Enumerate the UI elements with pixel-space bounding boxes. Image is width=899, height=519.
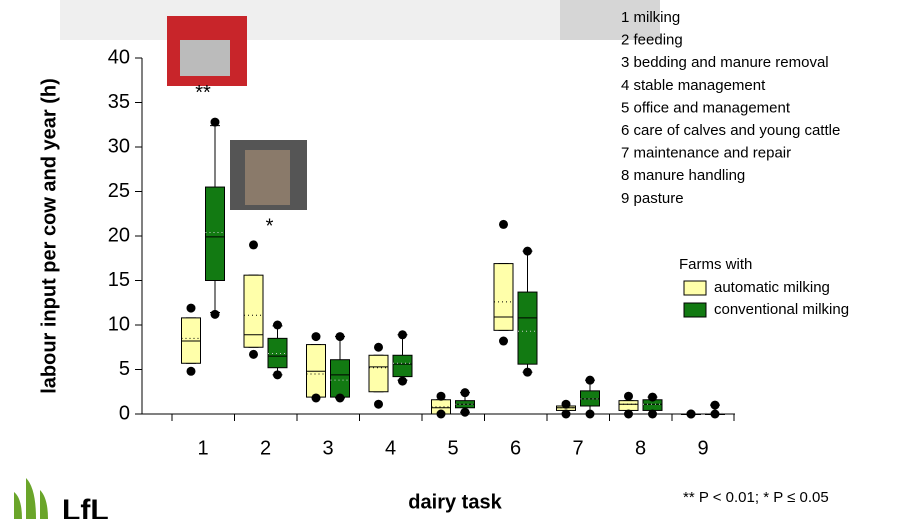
- x-tick-label: 7: [572, 437, 583, 459]
- outlier: [249, 349, 258, 359]
- x-tick-label: 4: [385, 437, 396, 459]
- outlier: [561, 399, 571, 409]
- outlier: [460, 388, 470, 398]
- y-tick-label: 0: [119, 402, 130, 424]
- x-tick-label: 2: [260, 437, 271, 459]
- outlier: [710, 400, 720, 410]
- outlier: [273, 370, 282, 380]
- photo-feeding-detail: [245, 150, 290, 205]
- box: [330, 359, 350, 398]
- outlier: [374, 342, 383, 352]
- outlier: [624, 391, 633, 401]
- outlier: [436, 391, 446, 401]
- box: [243, 274, 264, 348]
- box: [392, 354, 413, 378]
- task-list-item: 6 care of calves and young cattle: [621, 122, 840, 139]
- outlier: [374, 399, 383, 409]
- y-tick-label: 15: [108, 269, 130, 291]
- outlier: [585, 409, 595, 419]
- y-tick-label: 25: [108, 180, 130, 202]
- outlier: [210, 309, 220, 319]
- y-tick-label: 5: [119, 358, 130, 380]
- y-tick-label: 40: [108, 46, 130, 68]
- outlier: [460, 407, 470, 417]
- outlier: [210, 117, 220, 127]
- y-tick-label: 35: [108, 91, 130, 113]
- y-axis-title: labour input per cow and year (h): [38, 78, 60, 394]
- x-tick-label: 5: [447, 437, 458, 459]
- y-tick-label: 10: [108, 313, 130, 335]
- outlier: [585, 375, 595, 385]
- legend-title: Farms with: [679, 256, 752, 273]
- outlier: [335, 393, 345, 403]
- outlier: [311, 332, 321, 342]
- background-photo: [560, 0, 660, 40]
- x-axis-title: dairy task: [408, 491, 502, 513]
- logo-text: LfL: [62, 494, 109, 519]
- significance: **: [195, 82, 211, 104]
- outlier: [710, 409, 720, 419]
- y-tick-label: 30: [108, 135, 130, 157]
- box: [368, 354, 389, 393]
- outlier: [186, 303, 196, 313]
- outlier: [436, 409, 446, 419]
- outlier: [311, 393, 321, 403]
- task-list-item: 7 maintenance and repair: [621, 145, 791, 162]
- legend-label: automatic milking: [714, 279, 830, 296]
- task-list-item: 4 stable management: [621, 77, 766, 94]
- x-tick-label: 9: [697, 437, 708, 459]
- outlier: [648, 409, 657, 419]
- task-list-item: 9 pasture: [621, 190, 684, 207]
- photo-robot-detail: [180, 40, 230, 76]
- x-tick-label: 1: [197, 437, 208, 459]
- outlier: [648, 392, 657, 402]
- legend-swatch: [683, 280, 707, 296]
- outlier: [499, 336, 508, 346]
- task-list-item: 1 milking: [621, 9, 680, 26]
- task-list-item: 8 manure handling: [621, 167, 745, 184]
- legend-label: conventional milking: [714, 301, 849, 318]
- logo-mark: [14, 478, 48, 519]
- box: [517, 291, 538, 365]
- x-tick-label: 6: [510, 437, 521, 459]
- box: [618, 400, 639, 411]
- x-tick-label: 8: [635, 437, 646, 459]
- legend-swatch: [683, 302, 707, 318]
- background-photo: [60, 0, 560, 40]
- outlier: [499, 219, 508, 229]
- task-list-item: 3 bedding and manure removal: [621, 54, 829, 71]
- y-tick-label: 20: [108, 224, 130, 246]
- outlier: [186, 366, 196, 376]
- footnote: ** P < 0.01; * P ≤ 0.05: [683, 489, 829, 506]
- outlier: [335, 332, 345, 342]
- significance: *: [266, 215, 274, 237]
- box: [493, 263, 514, 331]
- outlier: [523, 246, 532, 256]
- outlier: [273, 320, 282, 330]
- outlier: [624, 409, 633, 419]
- outlier: [561, 409, 571, 419]
- outlier: [249, 240, 258, 250]
- task-list-item: 5 office and management: [621, 99, 791, 116]
- x-tick-label: 3: [322, 437, 333, 459]
- outlier: [398, 330, 407, 340]
- outlier: [398, 376, 407, 386]
- outlier: [523, 367, 532, 377]
- box: [205, 186, 225, 281]
- outlier: [686, 409, 696, 419]
- task-list-item: 2 feeding: [621, 32, 683, 49]
